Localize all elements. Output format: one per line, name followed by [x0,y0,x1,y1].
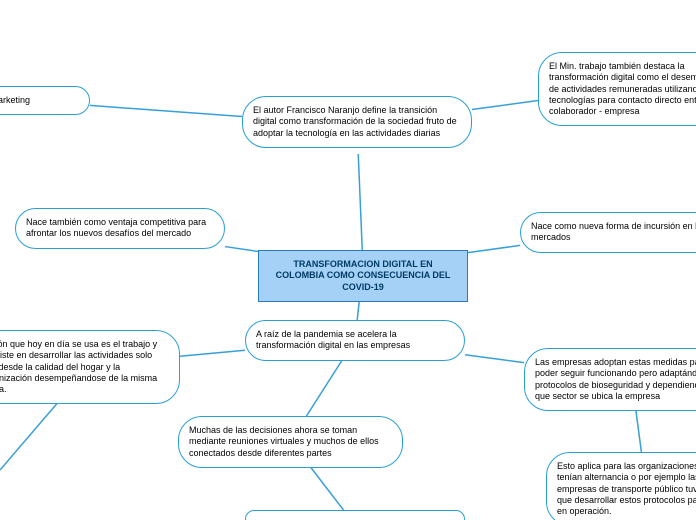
node-bottom [245,510,465,520]
node-reuniones: Muchas de las decisiones ahora se toman … [178,416,403,468]
node-author: El autor Francisco Naranjo define la tra… [242,96,472,148]
node-marketing: el marketing [0,86,90,115]
node-empresas: Las empresas adoptan estas medidas para … [524,348,696,411]
node-pandemia: A raíz de la pandemia se acelera la tran… [245,320,465,361]
node-opcion: opción que hoy en día se usa es el traba… [0,330,180,404]
center-node: TRANSFORMACION DIGITAL EN COLOMBIA COMO … [258,250,468,302]
node-aplica: Esto aplica para las organizaciones que … [546,452,696,520]
node-ventaja: Nace también como ventaja competitiva pa… [15,208,225,249]
mindmap-canvas: TRANSFORMACION DIGITAL EN COLOMBIA COMO … [0,0,696,520]
node-mintrabajo: El Min. trabajo también destaca la trans… [538,52,696,126]
node-incursion: Nace como nueva forma de incursión en lo… [520,212,696,253]
